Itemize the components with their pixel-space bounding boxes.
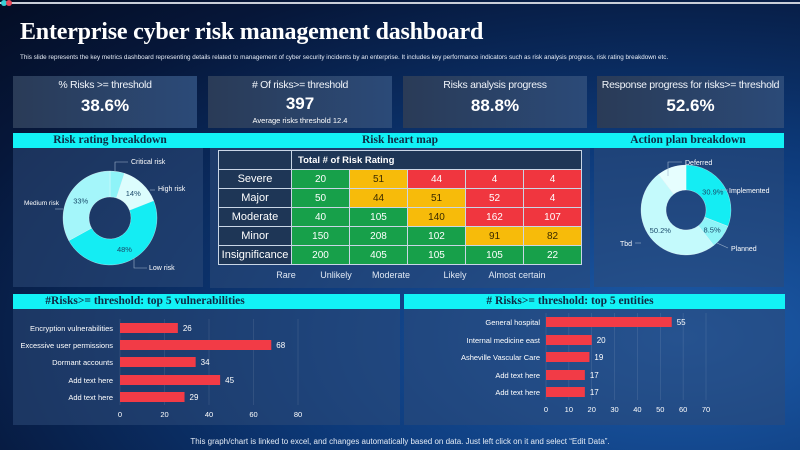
heat-map-cell: 4 xyxy=(523,169,582,189)
heat-map-cell: 51 xyxy=(407,188,466,208)
risk-heat-map-table: Total # of Risk Rating Severe 20 51 44 4 4 Maj… xyxy=(218,150,582,265)
heat-map-column-label: Moderate xyxy=(371,270,411,280)
heat-map-cell: 4 xyxy=(523,188,582,208)
heat-map-row: Insignificance 200 405 105 105 22 xyxy=(218,245,582,265)
entities-panel xyxy=(404,309,785,425)
kpi-card-risks-count: # Of risks>= threshold 397 Average risks… xyxy=(208,76,392,128)
heat-map-cell: 82 xyxy=(523,226,582,246)
heat-map-row-label: Major xyxy=(218,188,292,208)
heat-map-cell: 200 xyxy=(291,245,350,265)
entities-header: # Risks>= threshold: top 5 entities xyxy=(404,294,785,309)
slide-dot-icon xyxy=(1,0,7,6)
kpi-card-analysis-progress: Risks analysis progress 88.8% xyxy=(403,76,587,128)
heat-map-cell: 52 xyxy=(465,188,524,208)
heat-map-row: Moderate 40 105 140 162 107 xyxy=(218,207,582,227)
heat-map-corner xyxy=(218,150,292,170)
kpi-label: # Of risks>= threshold xyxy=(251,79,349,91)
section-title-entities: # Risks>= threshold: top 5 entities xyxy=(486,295,654,307)
kpi-value: 38.6% xyxy=(80,96,130,115)
heat-map-cell: 22 xyxy=(523,245,582,265)
heat-map-row-label: Severe xyxy=(218,169,292,189)
kpi-label: Risks analysis progress xyxy=(443,79,547,91)
section-title-action-plan: Action plan breakdown xyxy=(630,134,746,146)
section-title-risk-rating: Risk rating breakdown xyxy=(53,134,167,146)
kpi-subtext: Average risks threshold 12.4 xyxy=(252,116,348,125)
heat-map-column-label: Unlikely xyxy=(320,270,352,280)
heat-map-row-label: Minor xyxy=(218,226,292,246)
slide-dot-icon xyxy=(6,0,12,6)
risk-rating-panel xyxy=(13,148,203,287)
section-title-vulnerabilities: #Risks>= threshold: top 5 vulnerabilitie… xyxy=(45,295,245,307)
page-subtitle: This slide represents the key metrics da… xyxy=(20,54,669,61)
kpi-value: 52.6% xyxy=(666,96,715,115)
action-plan-panel xyxy=(594,148,784,287)
heat-map-row-label: Moderate xyxy=(218,207,292,227)
heat-map-header: Total # of Risk Rating xyxy=(291,150,582,170)
section-title-heat-map: Risk heart map xyxy=(361,134,439,146)
footer-note: This graph/chart is linked to excel, and… xyxy=(190,437,610,446)
vulnerabilities-header: #Risks>= threshold: top 5 vulnerabilitie… xyxy=(13,294,400,309)
heat-map-column-label: Almost certain xyxy=(488,270,546,280)
heat-map-row-label: Insignificance xyxy=(218,245,292,265)
kpi-value: 397 xyxy=(285,94,315,113)
heat-map-column-label: Likely xyxy=(443,270,467,280)
heat-map-row: Major 50 44 51 52 4 xyxy=(218,188,582,208)
heat-map-cell: 140 xyxy=(407,207,466,227)
section-header-bar: Risk rating breakdown Risk heart map Act… xyxy=(13,133,784,148)
heat-map-cell: 44 xyxy=(407,169,466,189)
kpi-card-response-progress: Response progress for risks>= threshold … xyxy=(597,76,784,128)
kpi-value: 88.8% xyxy=(470,96,520,115)
kpi-card-risks-pct: % Risks >= threshold 38.6% xyxy=(13,76,197,128)
heat-map-cell: 162 xyxy=(465,207,524,227)
heat-map-row: Minor 150 208 102 91 82 xyxy=(218,226,582,246)
heat-map-header-row: Total # of Risk Rating xyxy=(218,150,582,170)
heat-map-cell: 102 xyxy=(407,226,466,246)
heat-map-cell: 40 xyxy=(291,207,350,227)
heat-map-cell: 20 xyxy=(291,169,350,189)
page-title: Enterprise cyber risk management dashboa… xyxy=(20,19,484,45)
heat-map-row: Severe 20 51 44 4 4 xyxy=(218,169,582,189)
heat-map-cell: 105 xyxy=(465,245,524,265)
kpi-label: % Risks >= threshold xyxy=(58,79,152,91)
heat-map-cell: 51 xyxy=(349,169,408,189)
vulnerabilities-panel xyxy=(13,309,400,425)
heat-map-cell: 105 xyxy=(407,245,466,265)
heat-map-column-label: Rare xyxy=(276,270,296,280)
heat-map-cell: 405 xyxy=(349,245,408,265)
heat-map-cell: 4 xyxy=(465,169,524,189)
top-rule xyxy=(0,2,800,4)
kpi-label: Response progress for risks>= threshold xyxy=(601,79,780,91)
heat-map-cell: 44 xyxy=(349,188,408,208)
heat-map-cell: 107 xyxy=(523,207,582,227)
heat-map-cell: 208 xyxy=(349,226,408,246)
heat-map-cell: 50 xyxy=(291,188,350,208)
heat-map-cell: 91 xyxy=(465,226,524,246)
heat-map-cell: 150 xyxy=(291,226,350,246)
heat-map-cell: 105 xyxy=(349,207,408,227)
